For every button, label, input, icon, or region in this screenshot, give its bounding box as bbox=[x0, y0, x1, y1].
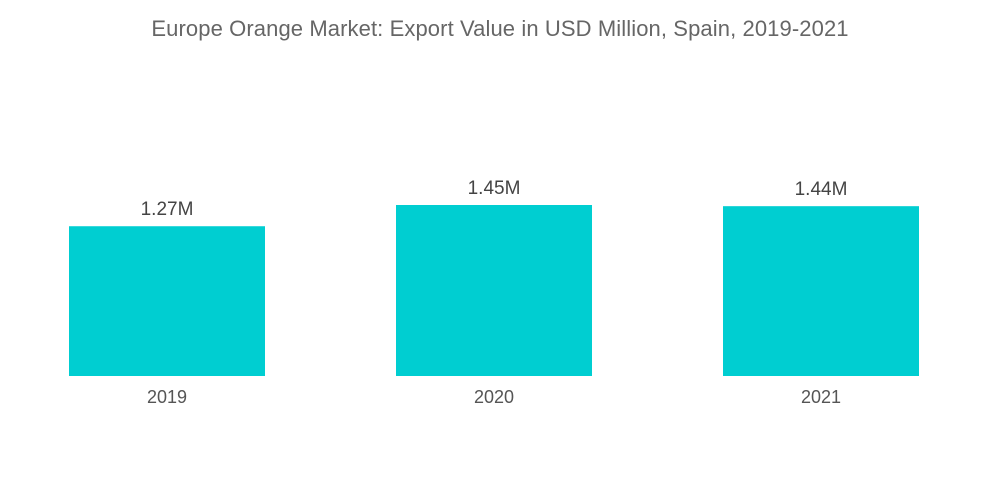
x-tick-label-2020: 2020 bbox=[474, 387, 514, 407]
x-axis-tick-labels: 2019 2020 2021 bbox=[147, 387, 841, 407]
bar-2019 bbox=[69, 226, 265, 376]
chart-title: Europe Orange Market: Export Value in US… bbox=[151, 16, 849, 41]
bar-2020 bbox=[396, 205, 592, 376]
x-tick-label-2019: 2019 bbox=[147, 387, 187, 407]
bars-group bbox=[69, 205, 919, 376]
value-label-2019: 1.27M bbox=[141, 199, 194, 220]
value-label-2020: 1.45M bbox=[468, 178, 521, 199]
value-labels-group: 1.27M 1.45M 1.44M bbox=[141, 178, 848, 220]
x-tick-label-2021: 2021 bbox=[801, 387, 841, 407]
bar-2021 bbox=[723, 206, 919, 376]
value-label-2021: 1.44M bbox=[795, 179, 848, 200]
